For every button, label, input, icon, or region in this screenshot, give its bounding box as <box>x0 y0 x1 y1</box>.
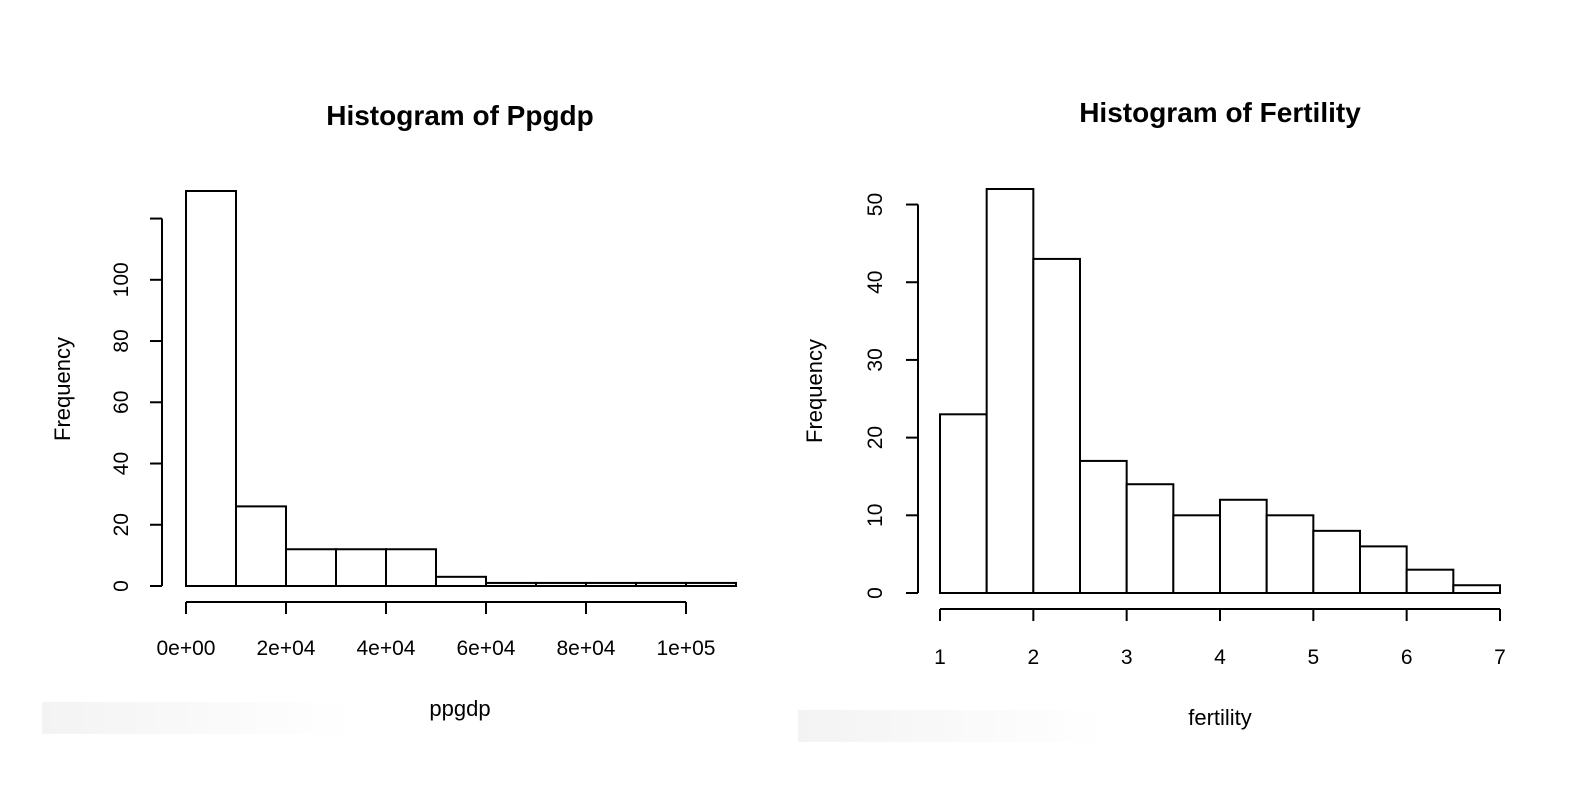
y-tick-label: 30 <box>864 348 887 371</box>
histogram-bar <box>985 188 1035 594</box>
x-tick-label: 8e+04 <box>557 637 616 660</box>
x-tick-label: 1 <box>934 646 946 669</box>
y-tick-label: 40 <box>864 271 887 294</box>
x-tick-label: 2e+04 <box>257 637 316 660</box>
chart-title: Histogram of Ppgdp <box>326 100 594 131</box>
histogram-bar <box>185 190 237 587</box>
histogram-bar <box>1312 529 1362 594</box>
y-tick-label: 60 <box>110 391 133 414</box>
histogram-bar <box>335 548 387 587</box>
x-tick-label: 4e+04 <box>357 637 416 660</box>
histogram-bar <box>1079 459 1128 594</box>
y-tick-label: 0 <box>110 580 133 592</box>
y-tick-label: 20 <box>110 513 133 536</box>
x-tick-label: 5 <box>1307 646 1319 669</box>
x-axis-label: fertility <box>1188 705 1252 730</box>
histogram-bar <box>235 505 287 588</box>
y-tick-label: 10 <box>864 504 887 527</box>
histogram-bar <box>485 581 537 588</box>
histogram-bar <box>285 548 337 587</box>
y-tick-label: 80 <box>110 329 133 352</box>
histogram-bar <box>435 575 487 588</box>
ppgdp-histogram-panel: Histogram of Ppgdp ppgdp Frequency 0e+00… <box>50 100 737 721</box>
histogram-bar <box>1219 498 1268 594</box>
fertility-histogram-panel: Histogram of Fertility fertility Frequen… <box>802 97 1506 730</box>
histogram-bar <box>1452 584 1502 595</box>
histogram-bar <box>1359 545 1408 595</box>
chart-title: Histogram of Fertility <box>1079 97 1361 128</box>
histogram-bar <box>635 581 687 588</box>
histogram-bar <box>1172 514 1222 594</box>
histogram-bar <box>535 581 587 588</box>
bottom-fade-right <box>798 710 1108 742</box>
histogram-bar <box>385 548 437 587</box>
x-tick-label: 4 <box>1214 646 1226 669</box>
histogram-bar <box>939 413 988 594</box>
histogram-bar <box>1032 257 1082 594</box>
y-axis-label: Frequency <box>802 339 827 443</box>
x-tick-label: 0e+00 <box>157 637 216 660</box>
y-tick-label: 20 <box>864 426 887 449</box>
histogram-bar <box>585 581 637 588</box>
x-tick-label: 6e+04 <box>457 637 516 660</box>
x-tick-label: 2 <box>1027 646 1039 669</box>
y-tick-label: 0 <box>864 587 887 599</box>
histogram-bar <box>1405 568 1455 595</box>
bottom-fade-left <box>42 702 352 734</box>
y-tick-label: 40 <box>110 452 133 475</box>
y-axis-label: Frequency <box>50 337 75 441</box>
histogram-bar <box>1125 483 1175 595</box>
histogram-bar <box>685 581 737 588</box>
x-axis-label: ppgdp <box>429 696 490 721</box>
x-tick-label: 6 <box>1401 646 1413 669</box>
y-tick-label: 50 <box>864 193 887 216</box>
x-tick-label: 1e+05 <box>657 637 716 660</box>
histogram-bar <box>1265 514 1315 594</box>
x-tick-label: 7 <box>1494 646 1506 669</box>
y-tick-label: 100 <box>110 262 133 297</box>
x-tick-label: 3 <box>1121 646 1133 669</box>
